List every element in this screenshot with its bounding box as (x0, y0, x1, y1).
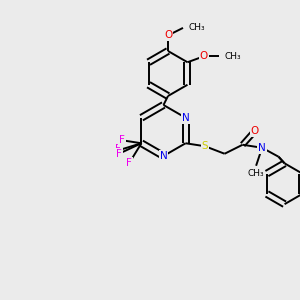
Text: N: N (182, 113, 190, 123)
Text: O: O (200, 51, 208, 61)
Text: F: F (127, 158, 132, 168)
Text: F: F (119, 135, 125, 145)
Text: CH₃: CH₃ (188, 23, 205, 32)
Text: CH₃: CH₃ (224, 52, 241, 61)
Text: CH₃: CH₃ (248, 169, 264, 178)
Text: F: F (115, 144, 120, 154)
Text: N: N (160, 151, 167, 161)
Text: S: S (202, 141, 208, 151)
Text: N: N (258, 143, 266, 153)
Text: F: F (116, 149, 122, 159)
Text: O: O (250, 126, 259, 136)
Text: O: O (164, 30, 172, 40)
